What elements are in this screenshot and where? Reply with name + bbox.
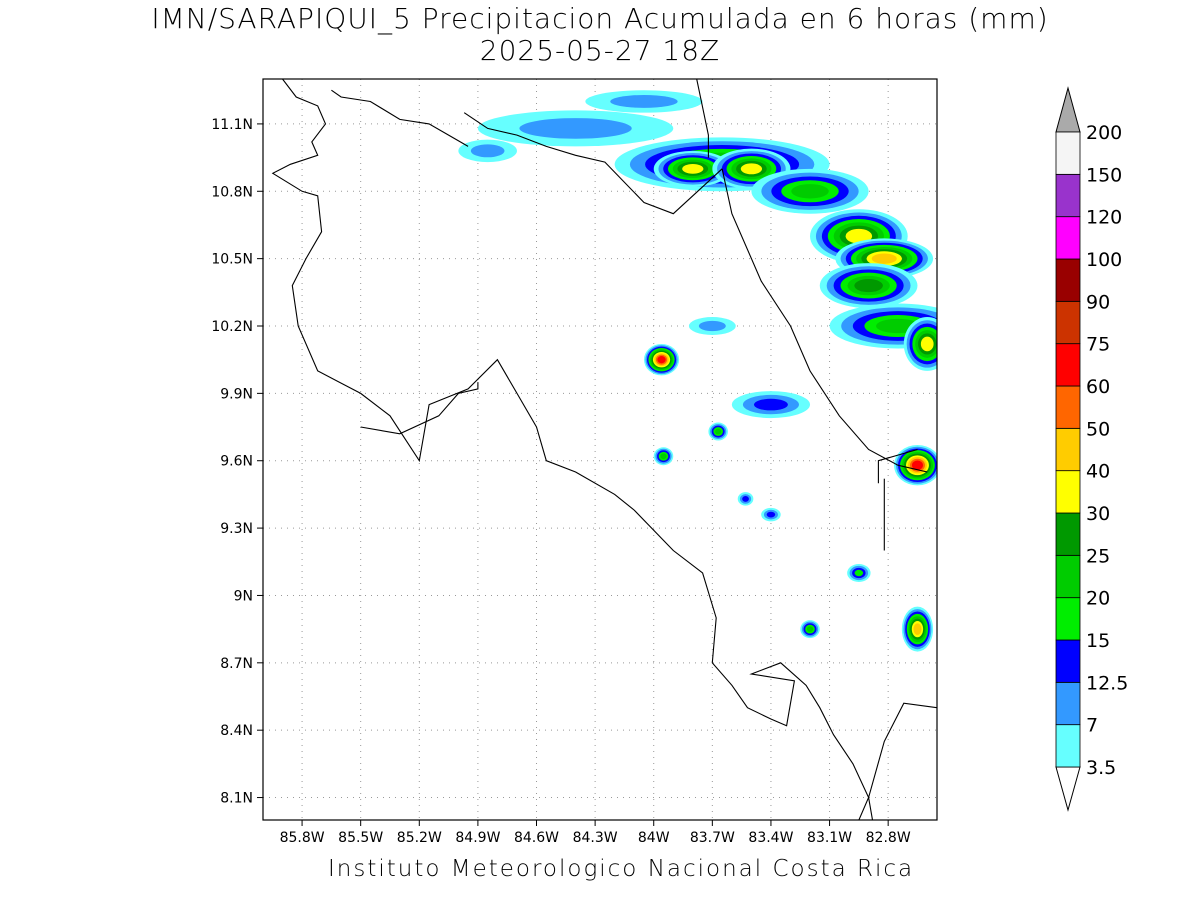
lat-tick-label: 8.4N — [220, 723, 253, 739]
colorbar-label: 12.5 — [1086, 672, 1128, 694]
lat-tick-label: 11.1N — [211, 117, 253, 133]
coastline — [360, 382, 479, 435]
colorbar-label: 40 — [1086, 461, 1110, 483]
colorbar-label: 75 — [1086, 334, 1110, 356]
coastline — [331, 89, 469, 147]
coastline — [271, 79, 874, 820]
precip-contour — [854, 569, 864, 577]
lon-tick-label: 83.1W — [807, 830, 852, 846]
precip-contour — [660, 453, 667, 460]
lon-tick-label: 85.8W — [280, 830, 325, 846]
lon-tick-label: 83.4W — [748, 830, 793, 846]
colorbar-segment — [1055, 427, 1081, 472]
lon-tick-label: 84W — [638, 830, 670, 846]
lon-tick-label: 84.3W — [573, 830, 618, 846]
footer-credit: Instituto Meteorologico Nacional Costa R… — [328, 856, 915, 882]
precip-contour — [845, 228, 873, 244]
precip-contour — [698, 320, 726, 332]
precip-contour — [740, 163, 763, 175]
coastline — [877, 448, 918, 484]
lat-tick-label: 9.6N — [220, 454, 253, 470]
colorbar-label: 50 — [1086, 418, 1110, 440]
colorbar-label: 30 — [1086, 503, 1110, 525]
lon-tick-label: 82.8W — [866, 830, 911, 846]
precip-contour — [742, 495, 749, 502]
precip-contour — [715, 428, 722, 435]
colorbar-legend: 3.5 7 12.5 15 20 25 30 40 50 60 75 90 100 120 150 200 — [1055, 86, 1128, 812]
colorbar-segment — [1055, 343, 1081, 387]
lat-tick-label: 10.8N — [211, 184, 253, 200]
colorbar-label: 90 — [1086, 291, 1110, 313]
colorbar-label: 60 — [1086, 376, 1110, 398]
precip-contour — [754, 398, 788, 411]
lat-tick-label: 8.1N — [220, 791, 253, 807]
coastline — [463, 112, 723, 215]
precip-contour — [913, 623, 922, 635]
colorbar-label: 15 — [1086, 630, 1110, 652]
lat-tick-label: 9.3N — [220, 521, 253, 537]
precip-contour — [911, 460, 923, 470]
colorbar-segment — [1055, 597, 1081, 641]
coastlines — [271, 79, 937, 820]
coastline — [721, 168, 928, 473]
precip-contour — [766, 511, 776, 518]
precip-contour — [920, 336, 934, 352]
precip-contour — [519, 118, 632, 139]
lat-tick-label: 10.5N — [211, 252, 253, 268]
colorbar-label: 25 — [1086, 545, 1110, 567]
colorbar-segment — [1055, 131, 1081, 175]
precip-contour — [657, 355, 666, 364]
lat-tick-label: 9N — [234, 588, 253, 604]
lat-axis: 11.1N 10.8N 10.5N 10.2N 9.9N 9.6N 9.3N 9N 8.7N 8.… — [211, 117, 263, 807]
map-title: IMN/SARAPIQUI_5 Precipitacion Acumulada … — [151, 2, 1049, 35]
colorbar-segment — [1055, 470, 1081, 514]
colorbar-segment — [1055, 300, 1081, 345]
colorbar-top-arrow — [1055, 86, 1081, 133]
colorbar-label: 3.5 — [1086, 757, 1116, 779]
colorbar-label: 150 — [1086, 164, 1122, 186]
colorbar-bottom-arrow — [1055, 766, 1081, 812]
colorbar-label: 7 — [1086, 715, 1098, 737]
colorbar-segment — [1055, 639, 1081, 683]
colorbar-segment — [1055, 554, 1081, 599]
precip-contour — [871, 253, 897, 264]
map-subtitle: 2025-05-27 18Z — [479, 34, 721, 67]
precip-contour — [470, 144, 505, 158]
lon-axis: 85.8W 85.5W 85.2W 84.9W 84.6W 84.3W 84W 83.7W 83… — [280, 820, 911, 846]
precip-contour — [682, 163, 704, 174]
colorbar-segment — [1055, 681, 1081, 726]
lon-tick-label: 84.6W — [514, 830, 559, 846]
lat-tick-label: 10.2N — [211, 319, 253, 335]
colorbar-label: 120 — [1086, 207, 1122, 229]
colorbar-label: 20 — [1086, 588, 1110, 610]
lon-tick-label: 84.9W — [455, 830, 500, 846]
precip-contour — [791, 184, 829, 199]
colorbar-label: 200 — [1086, 122, 1122, 144]
lon-tick-label: 85.2W — [397, 830, 442, 846]
colorbar-segment — [1055, 258, 1081, 302]
coastline — [858, 702, 937, 820]
colorbar-segment — [1055, 216, 1081, 260]
colorbar-segment — [1055, 512, 1081, 556]
lat-tick-label: 9.9N — [220, 386, 253, 402]
coastline — [696, 79, 709, 158]
precip-contour — [806, 626, 814, 633]
plot-frame — [262, 78, 938, 821]
lon-tick-label: 85.5W — [338, 830, 383, 846]
precip-field — [458, 90, 937, 652]
colorbar-segment — [1055, 724, 1081, 768]
lat-tick-label: 8.7N — [220, 656, 253, 672]
colorbar-segment — [1055, 173, 1081, 218]
lon-tick-label: 83.7W — [690, 830, 735, 846]
precip-contour — [854, 279, 883, 293]
colorbar-label: 100 — [1086, 249, 1122, 271]
precip-contour — [610, 94, 678, 108]
colorbar-segment — [1055, 385, 1081, 429]
